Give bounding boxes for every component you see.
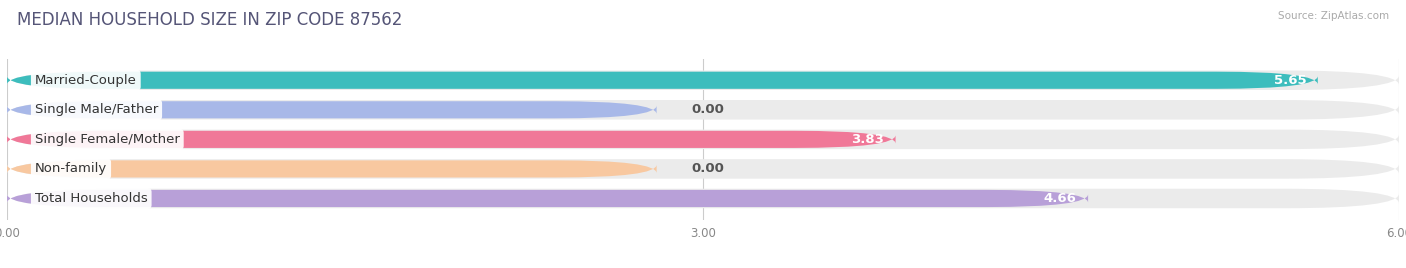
Text: Non-family: Non-family: [35, 162, 107, 176]
FancyBboxPatch shape: [7, 101, 657, 118]
FancyBboxPatch shape: [7, 131, 896, 148]
Text: 5.65: 5.65: [1274, 74, 1306, 87]
FancyBboxPatch shape: [7, 189, 1399, 208]
Text: 4.66: 4.66: [1043, 192, 1077, 205]
Text: Married-Couple: Married-Couple: [35, 74, 136, 87]
Text: 3.83: 3.83: [851, 133, 884, 146]
FancyBboxPatch shape: [7, 130, 1399, 149]
Text: 0.00: 0.00: [692, 103, 724, 116]
Text: 0.00: 0.00: [692, 162, 724, 176]
Text: Single Male/Father: Single Male/Father: [35, 103, 157, 116]
FancyBboxPatch shape: [7, 100, 1399, 120]
FancyBboxPatch shape: [7, 72, 1317, 89]
Text: MEDIAN HOUSEHOLD SIZE IN ZIP CODE 87562: MEDIAN HOUSEHOLD SIZE IN ZIP CODE 87562: [17, 11, 402, 29]
FancyBboxPatch shape: [7, 70, 1399, 90]
Text: Single Female/Mother: Single Female/Mother: [35, 133, 180, 146]
Text: Source: ZipAtlas.com: Source: ZipAtlas.com: [1278, 11, 1389, 21]
FancyBboxPatch shape: [7, 160, 657, 177]
Text: Total Households: Total Households: [35, 192, 148, 205]
FancyBboxPatch shape: [7, 159, 1399, 179]
FancyBboxPatch shape: [7, 190, 1088, 207]
